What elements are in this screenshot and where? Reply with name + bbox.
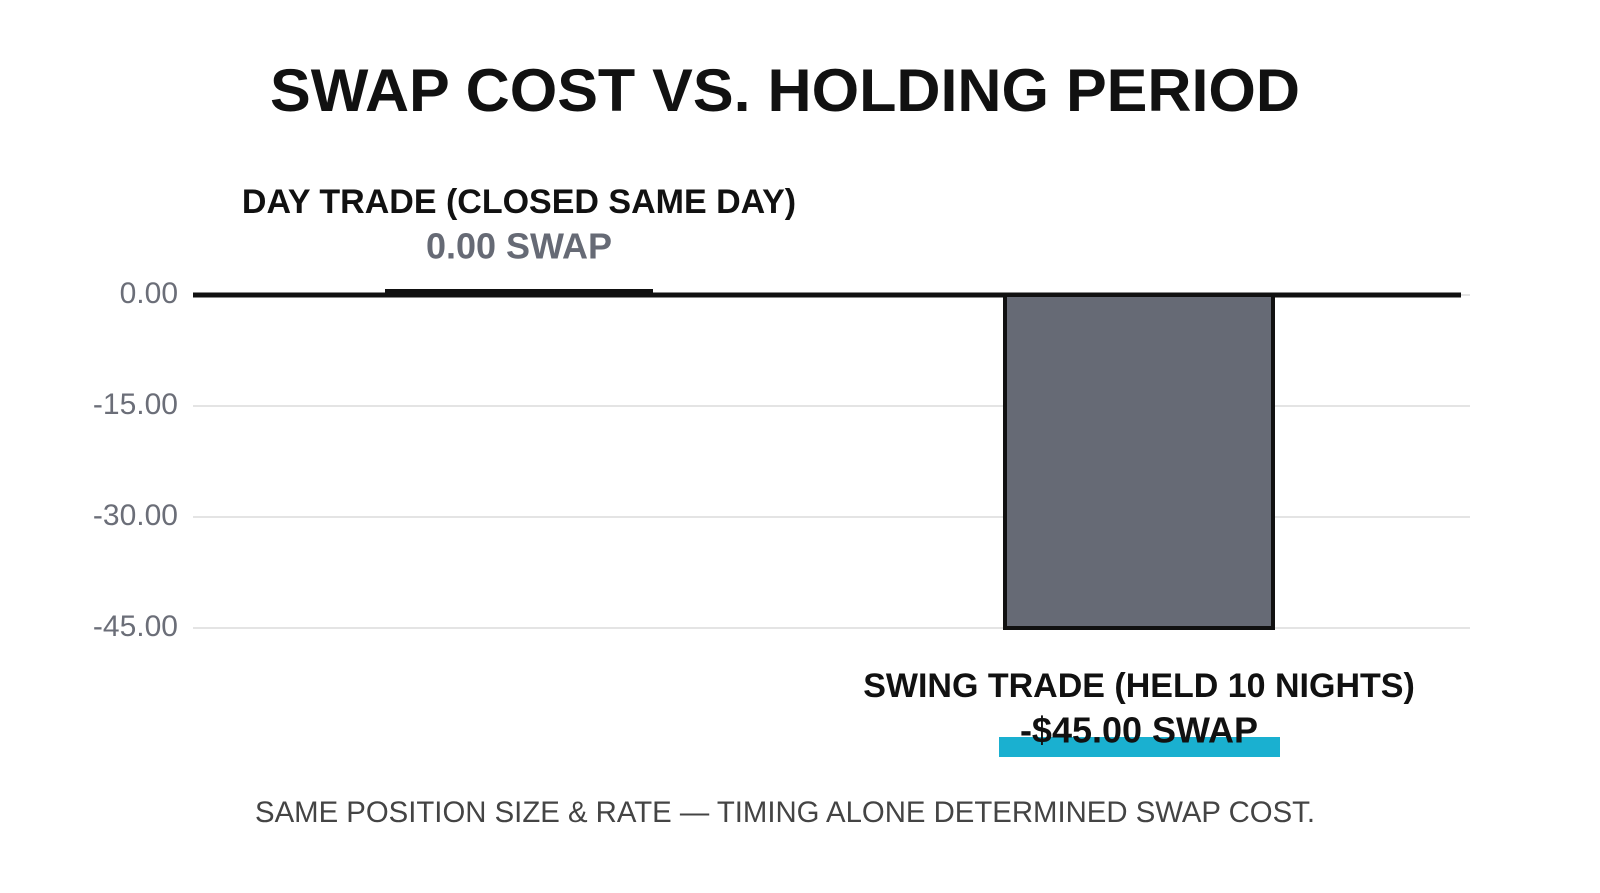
y-tick-label: -45.00 (93, 610, 178, 643)
y-tick-label: -30.00 (93, 499, 178, 532)
chart-title: SWAP COST VS. HOLDING PERIOD (270, 57, 1300, 124)
y-tick-label: 0.00 (120, 277, 178, 310)
value-label: 0.00 SWAP (426, 226, 612, 267)
category-label: SWING TRADE (HELD 10 NIGHTS) (863, 667, 1415, 705)
value-highlight (999, 737, 1280, 757)
bar (1003, 293, 1275, 630)
category-label: DAY TRADE (CLOSED SAME DAY) (242, 183, 796, 221)
value-label: -$45.00 SWAP (1020, 710, 1258, 751)
footnote: SAME POSITION SIZE & RATE — TIMING ALONE… (255, 796, 1315, 829)
y-tick-label: -15.00 (93, 388, 178, 421)
